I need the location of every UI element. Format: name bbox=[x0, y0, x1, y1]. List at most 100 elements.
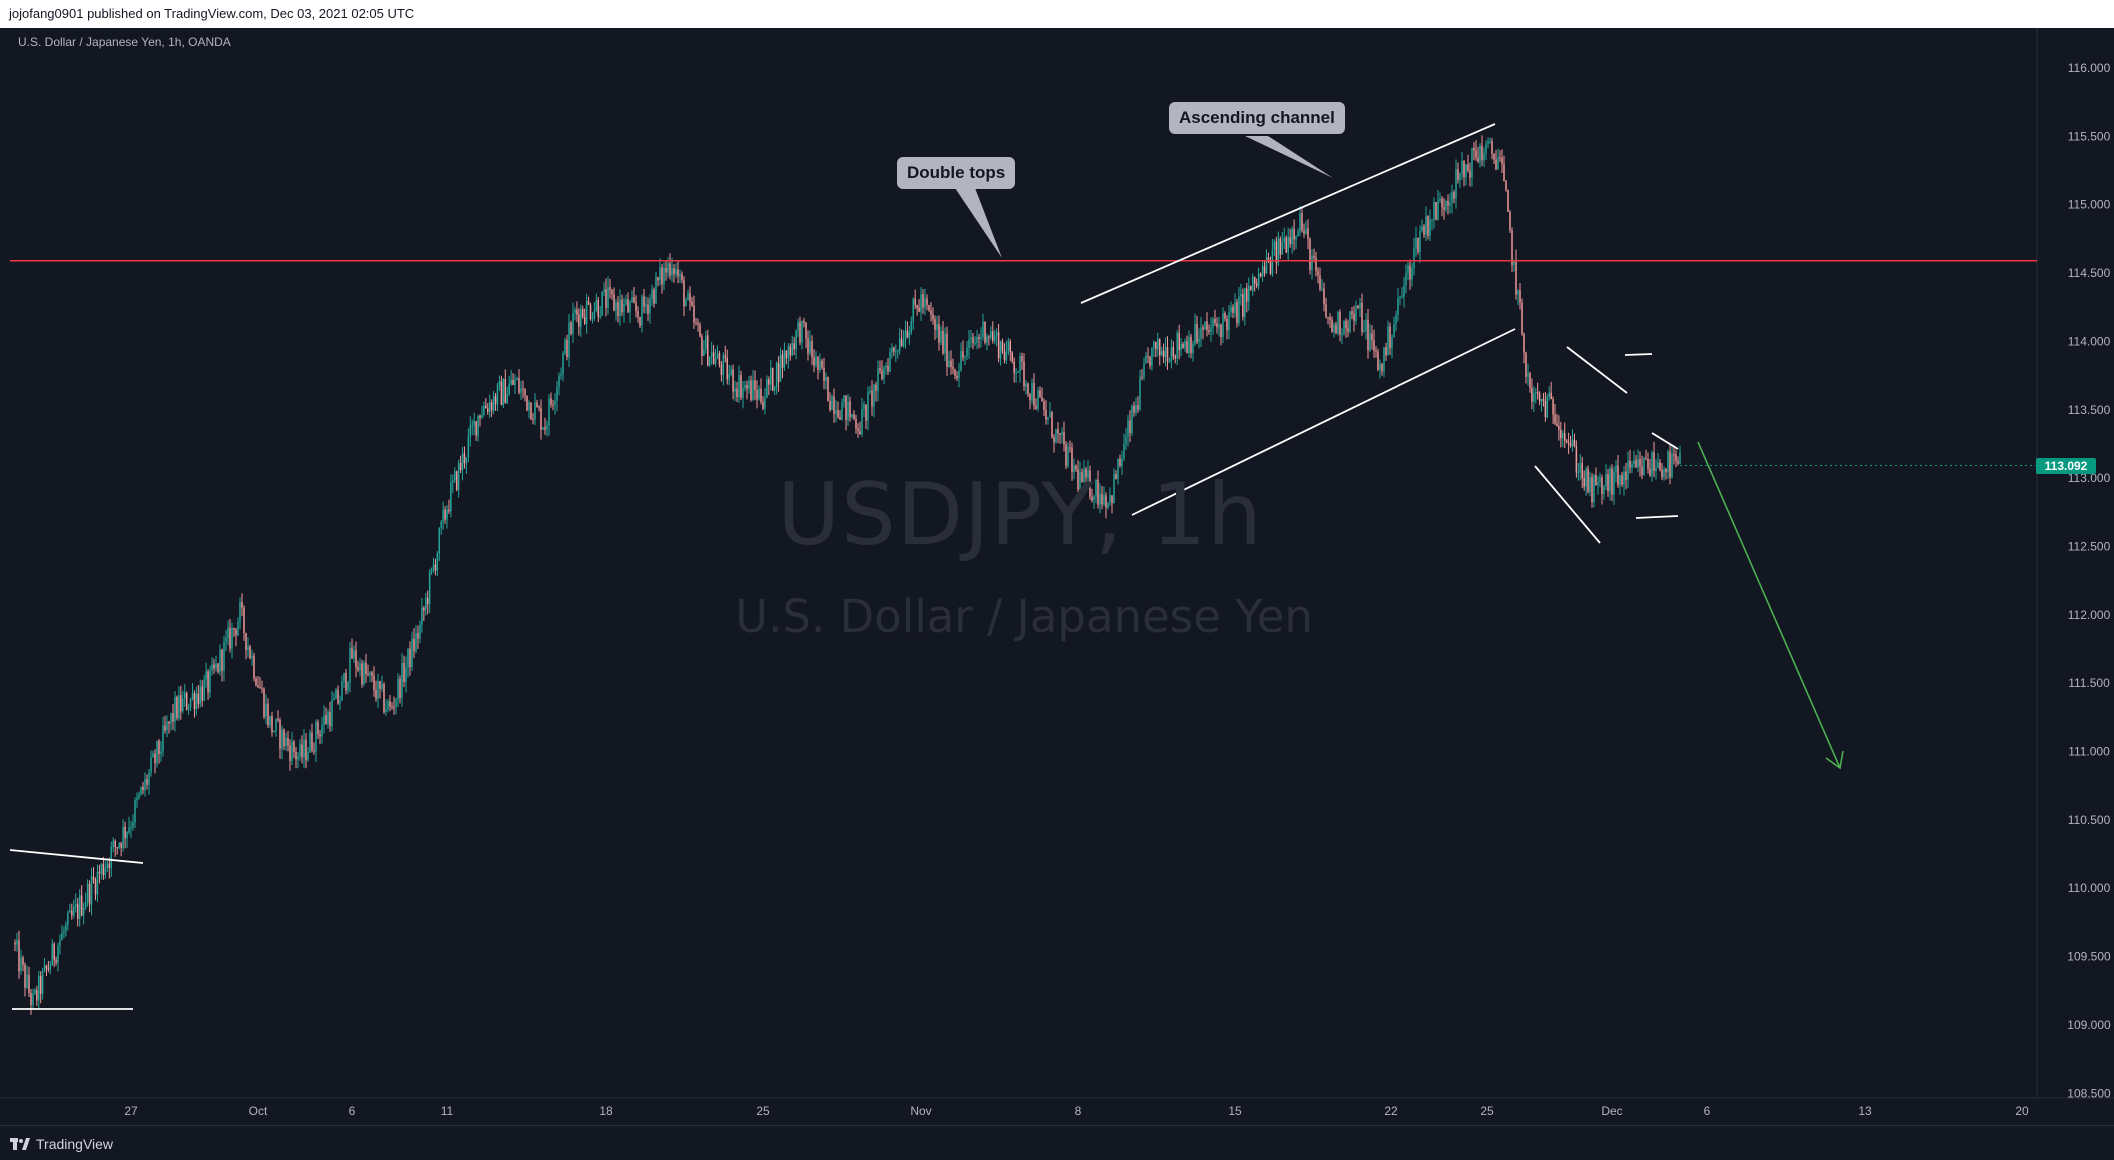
candle-body bbox=[536, 402, 538, 408]
double-tops-pointer bbox=[955, 188, 1002, 258]
candle-body bbox=[477, 415, 479, 436]
y-tick-label: 113.000 bbox=[2068, 471, 2111, 485]
candle-body bbox=[459, 462, 462, 471]
candle-body bbox=[722, 355, 725, 375]
candle-body bbox=[1214, 319, 1216, 324]
candle-body bbox=[970, 337, 972, 340]
candle-body bbox=[887, 365, 889, 372]
candle-body bbox=[601, 291, 603, 316]
candle-body bbox=[193, 693, 196, 710]
candle-body bbox=[1309, 238, 1311, 270]
candle-body bbox=[542, 427, 544, 430]
tradingview-brand[interactable]: TradingView bbox=[10, 1135, 113, 1153]
candle-body bbox=[1174, 356, 1177, 359]
x-tick-label: 8 bbox=[1075, 1104, 1082, 1118]
candle-body bbox=[1303, 230, 1305, 234]
candle-body bbox=[631, 297, 633, 303]
watermark-name: U.S. Dollar / Japanese Yen bbox=[735, 590, 1313, 643]
candle-body bbox=[1569, 443, 1572, 446]
candle-body bbox=[483, 405, 485, 415]
candle-body bbox=[756, 390, 758, 400]
candle-body bbox=[938, 324, 940, 343]
candle-body bbox=[1003, 351, 1006, 361]
candle-body bbox=[599, 315, 601, 317]
candle-body bbox=[837, 410, 839, 418]
candle-body bbox=[783, 350, 786, 368]
candle-body bbox=[45, 965, 48, 969]
candle-body bbox=[982, 321, 984, 337]
x-tick-label: Dec bbox=[1601, 1104, 1622, 1118]
candle-body bbox=[885, 365, 887, 368]
candle-body bbox=[1071, 447, 1073, 472]
candle-body bbox=[928, 305, 930, 311]
candle-body bbox=[881, 370, 883, 380]
candle-body bbox=[914, 299, 916, 305]
candle-body bbox=[1397, 298, 1399, 316]
candle-body bbox=[1015, 372, 1017, 374]
candle-body bbox=[1186, 341, 1188, 354]
candle-body bbox=[269, 715, 271, 726]
double-tops-callout[interactable]: Double tops bbox=[897, 157, 1016, 189]
candle-body bbox=[779, 354, 782, 382]
candle-body bbox=[440, 521, 442, 528]
candle-body bbox=[853, 414, 855, 419]
candle-body bbox=[1127, 420, 1129, 437]
publisher-text: jojofang0901 published on TradingView.co… bbox=[9, 6, 415, 21]
candle-body bbox=[771, 368, 774, 391]
candle-body bbox=[1613, 471, 1615, 495]
candle-body bbox=[1337, 311, 1339, 334]
candle-body bbox=[597, 299, 599, 317]
price-chart[interactable]: 116.000 115.500 115.000 114.500 114.000 113.5… bbox=[0, 28, 2114, 1125]
candle-body bbox=[1273, 241, 1276, 250]
candle-body bbox=[677, 269, 679, 277]
candle-body bbox=[1577, 472, 1580, 474]
candle-body bbox=[627, 299, 629, 313]
candle-body bbox=[1353, 314, 1355, 321]
candle-body bbox=[1483, 153, 1485, 161]
candle-body bbox=[1139, 376, 1141, 410]
candle-body bbox=[976, 337, 978, 343]
candle-body bbox=[871, 390, 873, 407]
candle-body bbox=[1143, 363, 1145, 378]
candle-body bbox=[752, 380, 754, 400]
candle-body bbox=[271, 715, 273, 733]
candle-body bbox=[409, 648, 411, 668]
candle-body bbox=[1025, 383, 1027, 387]
candle-body bbox=[1133, 405, 1135, 413]
candle-body bbox=[730, 369, 732, 375]
candle-body bbox=[475, 421, 477, 436]
candle-body bbox=[526, 395, 528, 411]
candle-body bbox=[988, 336, 990, 338]
candle-body bbox=[1081, 472, 1083, 483]
candle-body bbox=[1061, 432, 1063, 435]
candle-body bbox=[261, 688, 263, 690]
candle-body bbox=[209, 670, 211, 693]
y-tick-label: 110.500 bbox=[2068, 813, 2111, 827]
wedge-lower-left bbox=[1534, 465, 1601, 544]
candle-body bbox=[1208, 330, 1210, 332]
candle-body bbox=[1155, 341, 1157, 350]
candle-body bbox=[1192, 343, 1194, 354]
candle-body bbox=[397, 678, 399, 700]
candle-body bbox=[32, 993, 34, 1005]
candle-body bbox=[1073, 465, 1075, 472]
y-tick-label: 114.000 bbox=[2068, 334, 2111, 348]
candle-body bbox=[1375, 350, 1377, 352]
candle-body bbox=[114, 840, 116, 848]
candle-body bbox=[587, 301, 590, 305]
candle-body bbox=[952, 366, 954, 369]
candle-body bbox=[479, 415, 481, 418]
candle-body bbox=[329, 712, 331, 727]
ascending-channel-callout[interactable]: Ascending channel bbox=[1169, 102, 1345, 134]
candle-body bbox=[1345, 321, 1347, 329]
candle-body bbox=[754, 380, 756, 391]
candle-body bbox=[1228, 312, 1230, 331]
candle-body bbox=[893, 347, 895, 352]
candle-body bbox=[1423, 226, 1425, 235]
candle-body bbox=[1627, 460, 1629, 481]
candle-body bbox=[1283, 237, 1285, 243]
candle-body bbox=[1535, 392, 1537, 394]
candle-body bbox=[98, 871, 101, 874]
candle-body bbox=[1257, 273, 1260, 286]
projection-arrow-head bbox=[1825, 750, 1844, 770]
